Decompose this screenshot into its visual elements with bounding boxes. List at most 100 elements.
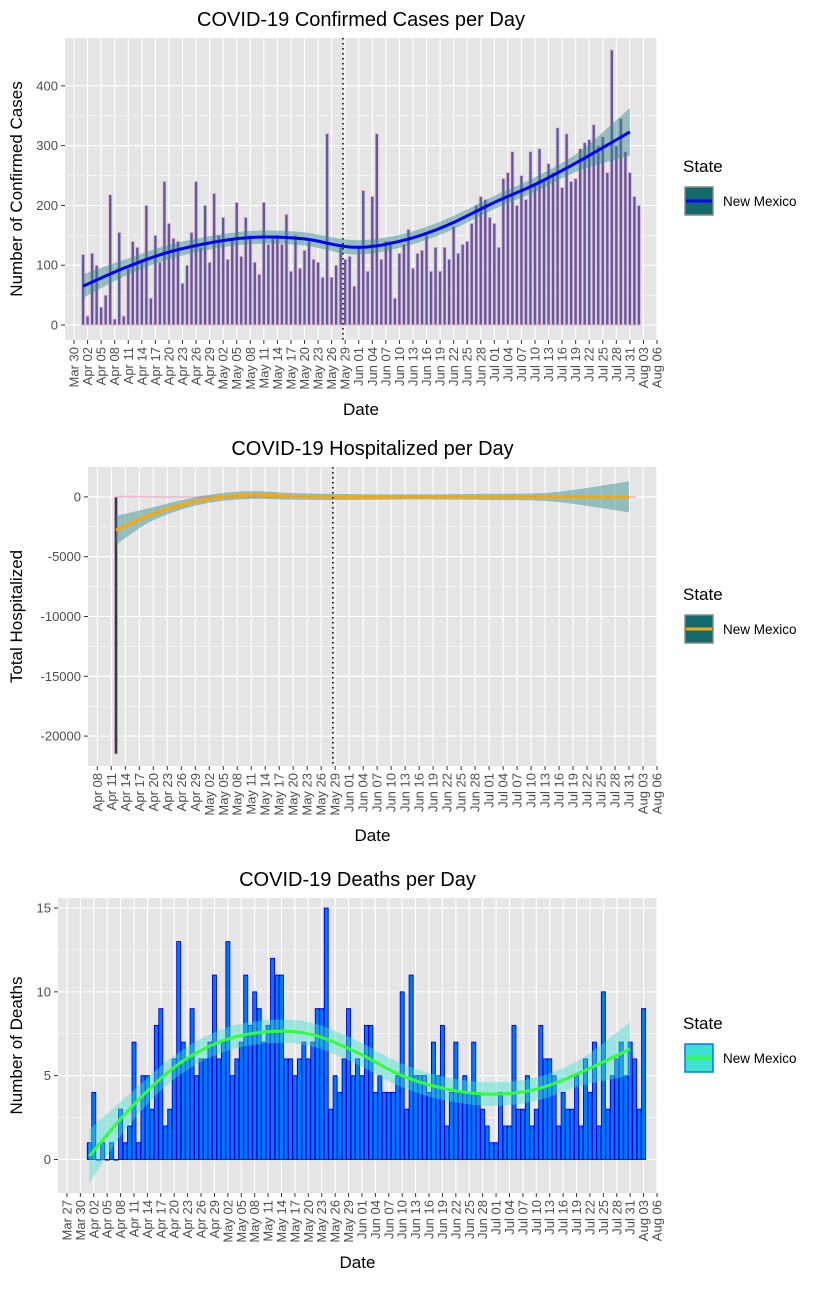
y-tick-label: 400 bbox=[36, 78, 58, 93]
x-tick-label: Apr 29 bbox=[202, 347, 217, 385]
y-tick-label: 200 bbox=[36, 198, 58, 213]
y-axis: 0 5 10 15 bbox=[37, 901, 58, 1167]
bar bbox=[404, 1108, 410, 1160]
bar bbox=[100, 1142, 106, 1160]
x-tick-label: May 14 bbox=[258, 773, 273, 816]
bar bbox=[292, 1075, 298, 1160]
x-tick-label: Jul 25 bbox=[596, 1200, 611, 1235]
x-tick-label: Jul 16 bbox=[556, 1200, 571, 1235]
x-tick-label: Jul 10 bbox=[524, 773, 539, 808]
bar bbox=[189, 1008, 195, 1160]
x-tick-label: Jul 10 bbox=[527, 347, 542, 382]
x-tick-label: Apr 23 bbox=[160, 773, 175, 811]
bar bbox=[480, 1108, 486, 1160]
x-tick-label: May 14 bbox=[270, 347, 285, 390]
x-tick-label: Apr 14 bbox=[134, 347, 149, 385]
y-axis-label: Total Hospitalized bbox=[7, 550, 26, 683]
bar bbox=[448, 1091, 454, 1160]
x-tick-label: Jul 01 bbox=[487, 347, 502, 382]
bar bbox=[332, 1075, 338, 1160]
bar bbox=[383, 240, 388, 326]
x-tick-label: Jul 25 bbox=[594, 773, 609, 808]
x-tick-label: Jun 19 bbox=[426, 773, 441, 812]
bar bbox=[108, 194, 113, 326]
x-tick-label: Apr 29 bbox=[207, 1200, 222, 1238]
bar bbox=[483, 199, 488, 326]
bar bbox=[381, 1091, 387, 1160]
bar bbox=[492, 222, 497, 326]
bar bbox=[415, 252, 420, 326]
bar bbox=[600, 991, 606, 1160]
bar bbox=[103, 294, 108, 326]
bar bbox=[460, 243, 465, 326]
legend-title: State bbox=[683, 1014, 723, 1033]
bar bbox=[533, 1108, 539, 1160]
legend-title: State bbox=[683, 585, 723, 604]
bar bbox=[386, 1091, 392, 1160]
bar bbox=[424, 234, 429, 326]
x-tick-label: Mar 30 bbox=[73, 1200, 88, 1240]
x-tick-label: May 05 bbox=[234, 1200, 249, 1243]
bar bbox=[305, 1058, 311, 1160]
x-tick-label: May 11 bbox=[244, 773, 259, 815]
bar bbox=[623, 151, 628, 326]
bar bbox=[529, 1125, 535, 1160]
bar bbox=[388, 240, 393, 326]
bar bbox=[397, 252, 402, 326]
bar bbox=[569, 181, 574, 326]
x-tick-label: Mar 30 bbox=[67, 347, 82, 387]
x-tick-label: May 05 bbox=[216, 773, 231, 816]
bar bbox=[632, 1058, 638, 1160]
y-tick-label: 15 bbox=[37, 901, 51, 916]
bar bbox=[310, 1041, 316, 1160]
x-tick-label: Jun 16 bbox=[422, 1200, 437, 1239]
bar bbox=[429, 270, 434, 326]
x-tick-label: Jun 01 bbox=[354, 1200, 369, 1239]
bar bbox=[555, 127, 560, 326]
bar bbox=[293, 234, 298, 326]
x-tick-label: Jul 22 bbox=[580, 773, 595, 808]
bar bbox=[167, 1108, 173, 1160]
bar bbox=[502, 1125, 508, 1160]
bar bbox=[257, 273, 262, 326]
x-tick-label: Jul 07 bbox=[515, 1200, 530, 1235]
x-tick-label: Jul 19 bbox=[568, 347, 583, 382]
bar bbox=[359, 1075, 365, 1160]
bar bbox=[261, 202, 266, 326]
y-axis-label: Number of Deaths bbox=[7, 977, 26, 1115]
bar bbox=[287, 1058, 293, 1160]
bar bbox=[239, 255, 244, 326]
bar bbox=[614, 145, 619, 326]
bar bbox=[560, 187, 565, 326]
bar bbox=[118, 1108, 124, 1160]
smooth-line bbox=[115, 493, 629, 532]
bar bbox=[352, 285, 357, 326]
bar bbox=[211, 974, 217, 1160]
x-tick-label: May 02 bbox=[220, 1200, 235, 1243]
legend-label: New Mexico bbox=[723, 1051, 797, 1066]
bar bbox=[216, 234, 221, 326]
bar bbox=[431, 1041, 436, 1160]
bar bbox=[126, 267, 131, 326]
bar bbox=[316, 261, 321, 326]
x-tick-label: Jun 07 bbox=[370, 773, 385, 812]
x-tick-label: May 05 bbox=[229, 347, 244, 390]
x-tick-label: Jun 04 bbox=[356, 773, 371, 812]
bar bbox=[636, 1108, 642, 1160]
bar bbox=[596, 145, 601, 326]
bar bbox=[533, 184, 537, 326]
bar bbox=[158, 1008, 164, 1160]
bar bbox=[248, 234, 253, 326]
bar bbox=[551, 1075, 557, 1160]
bar bbox=[243, 974, 249, 1160]
x-tick-label: Apr 05 bbox=[100, 1200, 115, 1238]
bar bbox=[379, 258, 384, 326]
x-axis-label: Date bbox=[355, 826, 391, 845]
bar bbox=[439, 1024, 445, 1160]
bar bbox=[166, 222, 171, 326]
x-tick-label: Jun 13 bbox=[398, 773, 413, 812]
x-tick-label: Jun 01 bbox=[351, 347, 366, 386]
